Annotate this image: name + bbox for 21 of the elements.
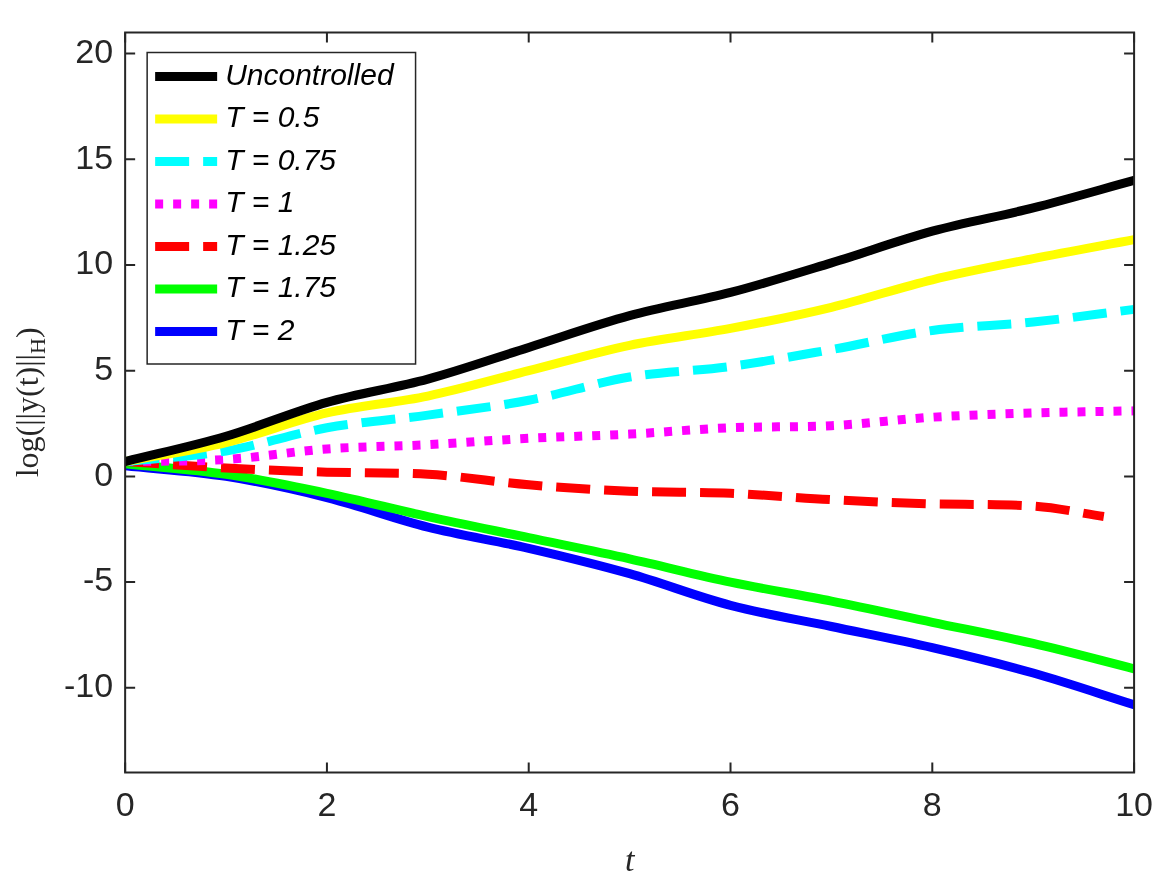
y-tick-label: 0: [94, 454, 114, 493]
legend-label: T = 1: [225, 185, 295, 219]
y-tick-label: -5: [82, 560, 114, 599]
y-tick-label: 5: [94, 349, 114, 388]
y-tick-label: 10: [75, 243, 114, 282]
y-axis-title: log(||y(t)||H): [9, 327, 50, 478]
legend-label: T = 1.75: [225, 270, 337, 304]
x-tick-label: 10: [1115, 785, 1153, 824]
legend-label: T = 0.75: [225, 142, 337, 176]
legend-label: T = 1.25: [225, 227, 337, 261]
x-tick-label: 8: [922, 785, 942, 824]
x-tick-label: 6: [721, 785, 740, 824]
legend-label: T = 2: [225, 312, 295, 346]
y-tick-label: 20: [75, 31, 114, 70]
y-tick-label: 15: [75, 137, 114, 176]
legend-label: Uncontrolled: [225, 57, 395, 91]
x-tick-label: 2: [317, 785, 337, 824]
legend-label: T = 0.5: [225, 100, 320, 134]
y-tick-label: -10: [64, 666, 114, 705]
x-tick-label: 4: [519, 785, 539, 824]
x-axis-title: t: [624, 840, 636, 878]
